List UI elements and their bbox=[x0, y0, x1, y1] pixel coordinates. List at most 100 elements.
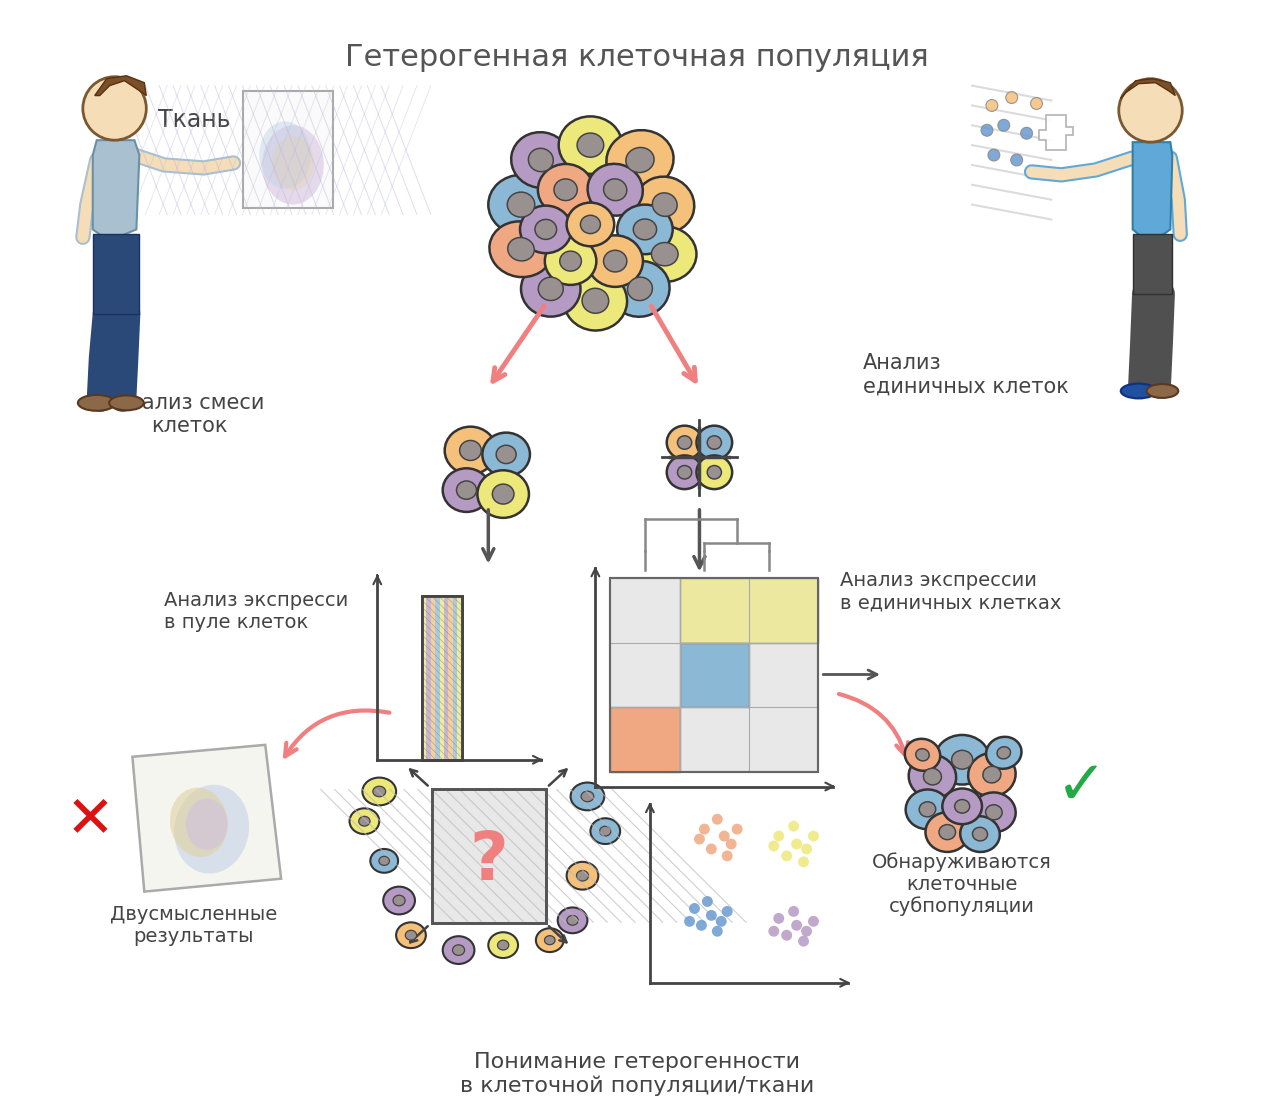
Circle shape bbox=[987, 150, 1000, 161]
Ellipse shape bbox=[359, 817, 369, 827]
Ellipse shape bbox=[707, 465, 721, 479]
Ellipse shape bbox=[906, 790, 949, 829]
Circle shape bbox=[773, 913, 785, 924]
Bar bbox=[93, 235, 139, 314]
Circle shape bbox=[694, 833, 705, 844]
Ellipse shape bbox=[952, 750, 973, 769]
Ellipse shape bbox=[581, 215, 600, 234]
Circle shape bbox=[722, 851, 733, 861]
Ellipse shape bbox=[925, 812, 970, 852]
Circle shape bbox=[789, 906, 799, 917]
Ellipse shape bbox=[175, 784, 250, 873]
Ellipse shape bbox=[567, 915, 578, 925]
Text: Анализ смеси
клеток: Анализ смеси клеток bbox=[113, 393, 264, 437]
Ellipse shape bbox=[633, 219, 656, 239]
Ellipse shape bbox=[998, 747, 1010, 759]
Ellipse shape bbox=[582, 288, 609, 314]
Ellipse shape bbox=[905, 739, 940, 771]
Circle shape bbox=[791, 920, 803, 931]
Circle shape bbox=[801, 926, 812, 936]
Ellipse shape bbox=[606, 130, 674, 189]
Circle shape bbox=[684, 916, 696, 926]
Text: ?: ? bbox=[469, 828, 507, 894]
Ellipse shape bbox=[452, 945, 465, 955]
Ellipse shape bbox=[626, 147, 654, 173]
Ellipse shape bbox=[554, 178, 577, 201]
Ellipse shape bbox=[535, 219, 557, 239]
Ellipse shape bbox=[652, 193, 678, 216]
Polygon shape bbox=[1121, 79, 1176, 99]
Ellipse shape bbox=[576, 871, 589, 881]
Ellipse shape bbox=[628, 277, 652, 300]
Ellipse shape bbox=[939, 824, 956, 840]
Circle shape bbox=[696, 920, 707, 931]
Circle shape bbox=[798, 936, 809, 946]
Bar bbox=[243, 91, 333, 207]
Circle shape bbox=[998, 120, 1010, 131]
Ellipse shape bbox=[460, 441, 482, 461]
Circle shape bbox=[83, 76, 147, 141]
Ellipse shape bbox=[488, 175, 554, 235]
Circle shape bbox=[1031, 98, 1042, 110]
Ellipse shape bbox=[349, 809, 380, 834]
Ellipse shape bbox=[972, 792, 1015, 832]
Polygon shape bbox=[1040, 115, 1073, 150]
Text: Понимание гетерогенности
в клеточной популяции/ткани: Понимание гетерогенности в клеточной поп… bbox=[460, 1053, 814, 1096]
Ellipse shape bbox=[371, 849, 397, 873]
Circle shape bbox=[768, 841, 780, 851]
Ellipse shape bbox=[666, 425, 702, 460]
Circle shape bbox=[801, 843, 812, 854]
Ellipse shape bbox=[587, 235, 643, 287]
Polygon shape bbox=[93, 141, 139, 244]
Ellipse shape bbox=[961, 817, 1000, 852]
Ellipse shape bbox=[934, 735, 990, 784]
Ellipse shape bbox=[373, 787, 386, 797]
Ellipse shape bbox=[982, 767, 1001, 783]
Ellipse shape bbox=[954, 800, 970, 813]
Ellipse shape bbox=[571, 782, 604, 810]
Circle shape bbox=[689, 903, 699, 914]
Ellipse shape bbox=[697, 425, 733, 460]
Ellipse shape bbox=[1121, 383, 1157, 399]
Ellipse shape bbox=[544, 935, 555, 945]
Bar bbox=[436, 596, 440, 760]
Bar bbox=[610, 578, 818, 771]
Ellipse shape bbox=[520, 206, 572, 254]
Ellipse shape bbox=[678, 435, 692, 449]
Circle shape bbox=[781, 851, 792, 861]
Ellipse shape bbox=[511, 132, 571, 188]
Ellipse shape bbox=[536, 929, 563, 952]
Ellipse shape bbox=[442, 469, 490, 512]
Circle shape bbox=[986, 100, 998, 112]
Ellipse shape bbox=[633, 226, 697, 281]
Ellipse shape bbox=[273, 135, 313, 191]
Ellipse shape bbox=[394, 895, 405, 905]
Ellipse shape bbox=[600, 827, 612, 837]
Bar bbox=[610, 707, 679, 771]
Ellipse shape bbox=[78, 394, 116, 411]
Ellipse shape bbox=[538, 164, 594, 216]
Ellipse shape bbox=[456, 481, 476, 500]
Ellipse shape bbox=[678, 465, 692, 479]
Ellipse shape bbox=[604, 178, 627, 201]
Circle shape bbox=[808, 831, 819, 842]
Bar bbox=[457, 596, 461, 760]
Ellipse shape bbox=[186, 799, 228, 850]
Bar bbox=[431, 596, 436, 760]
Ellipse shape bbox=[908, 755, 957, 799]
Ellipse shape bbox=[529, 148, 553, 172]
Ellipse shape bbox=[262, 125, 324, 205]
Circle shape bbox=[781, 930, 792, 941]
Text: ✕: ✕ bbox=[65, 791, 115, 848]
Circle shape bbox=[719, 831, 730, 842]
Ellipse shape bbox=[587, 164, 643, 216]
Circle shape bbox=[712, 926, 722, 936]
Ellipse shape bbox=[651, 243, 678, 266]
Circle shape bbox=[791, 839, 803, 850]
Bar bbox=[610, 578, 818, 771]
Ellipse shape bbox=[508, 237, 534, 260]
Ellipse shape bbox=[707, 435, 721, 449]
Polygon shape bbox=[94, 75, 147, 95]
Ellipse shape bbox=[378, 856, 390, 865]
Circle shape bbox=[716, 916, 726, 926]
